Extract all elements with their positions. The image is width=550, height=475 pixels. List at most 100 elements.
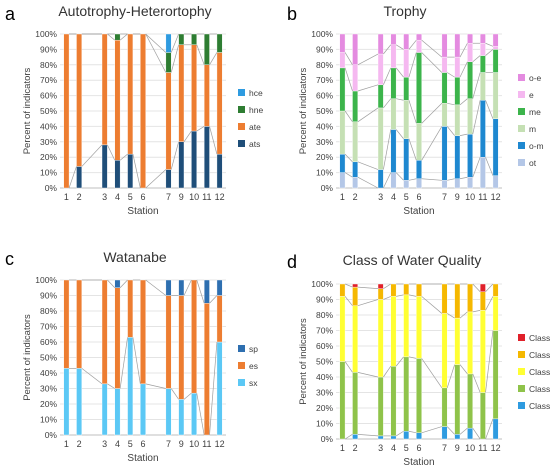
- series-connector: [132, 337, 141, 384]
- bar-segment: [492, 72, 499, 119]
- bar-segment: [479, 43, 486, 56]
- series-connector: [170, 33, 179, 53]
- bar-segment: [467, 311, 473, 375]
- series-connector: [485, 283, 494, 292]
- chart-panel-a: a Autotrophy-Heterortophy 0% 10% 20% 30% 40% 50…: [5, 3, 263, 217]
- bar-segment: [101, 144, 108, 189]
- bar-segment: [165, 169, 172, 189]
- bar-segment: [479, 392, 486, 440]
- legend-label: sx: [249, 378, 258, 388]
- bar-segment: [416, 39, 422, 53]
- x-tick-label: 7: [442, 192, 447, 202]
- y-tick-label: 10%: [40, 168, 57, 178]
- bar-segment: [76, 279, 83, 369]
- legend-swatch: [238, 106, 245, 113]
- legend-label: o-e: [529, 73, 542, 83]
- series-connector: [472, 55, 481, 62]
- series-connector: [132, 154, 141, 189]
- x-tick-label: 11: [478, 443, 487, 453]
- series-connector: [446, 126, 455, 136]
- bar-segment: [390, 33, 397, 45]
- bar-segment: [403, 356, 410, 432]
- bar-segment: [467, 33, 473, 44]
- series-connector: [472, 283, 481, 292]
- series-connector: [421, 52, 443, 73]
- y-tick-label: 80%: [40, 60, 57, 70]
- bar-segment: [416, 160, 422, 179]
- series-connector: [421, 296, 443, 314]
- bar-segment: [403, 294, 410, 358]
- bar-segment: [377, 283, 384, 289]
- bar-segment: [479, 55, 486, 73]
- series-connector: [459, 311, 468, 319]
- bar-segment: [191, 279, 197, 394]
- bar-segment: [114, 287, 121, 389]
- bar-segment: [377, 107, 384, 170]
- x-tick-label: 10: [465, 192, 475, 202]
- y-tick-label: 0%: [321, 434, 334, 444]
- series-connector: [119, 279, 128, 288]
- bar-segment: [390, 67, 397, 99]
- bar-segment: [114, 33, 121, 41]
- x-tick-label: 1: [64, 192, 69, 202]
- bar-segment: [114, 279, 121, 288]
- y-tick-label: 90%: [316, 44, 333, 54]
- bar-segment: [441, 283, 448, 314]
- x-tick-label: 1: [340, 443, 345, 453]
- bar-segment: [467, 283, 473, 313]
- bar-segment: [390, 365, 397, 437]
- legend-swatch: [518, 402, 525, 409]
- bar-segment: [403, 33, 410, 50]
- legend-swatch: [238, 89, 245, 96]
- bar-segment: [403, 138, 410, 181]
- bar-segment: [140, 279, 146, 385]
- x-axis-label: Station: [403, 457, 434, 468]
- series-connector: [383, 365, 392, 378]
- bar-segment: [339, 110, 346, 155]
- bar-segment: [467, 43, 473, 62]
- bar-segment: [416, 123, 422, 161]
- legend-swatch: [518, 142, 525, 149]
- bar-segment: [127, 153, 134, 189]
- series-connector: [421, 39, 443, 58]
- series-connector: [408, 178, 417, 181]
- bar-segment: [454, 283, 461, 319]
- series-connector: [145, 33, 167, 73]
- series-connector: [485, 49, 494, 56]
- series-connector: [446, 364, 455, 388]
- y-tick-label: 70%: [40, 75, 57, 85]
- series-connector: [472, 72, 481, 99]
- y-tick-label: 20%: [316, 403, 333, 413]
- legend-swatch: [518, 108, 525, 115]
- legend-swatch: [518, 368, 525, 375]
- legend-swatch: [518, 91, 525, 98]
- bar-segment: [339, 153, 346, 173]
- series-connector: [459, 176, 468, 180]
- x-tick-label: 3: [102, 439, 107, 449]
- x-tick-label: 1: [64, 439, 69, 449]
- bar-segment: [191, 392, 197, 436]
- y-tick-label: 50%: [316, 106, 333, 116]
- bar-segment: [377, 53, 384, 86]
- series-connector: [170, 388, 179, 400]
- bar-segment: [377, 288, 384, 300]
- series-connector: [421, 126, 443, 161]
- series-connector: [196, 126, 205, 132]
- bar-segment: [416, 178, 422, 189]
- y-tick-label: 40%: [316, 121, 333, 131]
- bar-segment: [101, 383, 108, 436]
- x-tick-label: 2: [353, 443, 358, 453]
- y-axis-label: Percent of indicators: [22, 314, 33, 401]
- bar-segment: [467, 98, 473, 135]
- bar-segment: [165, 388, 172, 436]
- bar-segment: [377, 435, 384, 440]
- series-connector: [383, 283, 391, 289]
- y-tick-label: 10%: [316, 419, 333, 429]
- bar-segment: [416, 432, 422, 440]
- series-connector: [395, 44, 404, 50]
- legend-label: ate: [249, 122, 261, 132]
- x-tick-label: 10: [189, 439, 199, 449]
- x-tick-label: 6: [140, 439, 145, 449]
- legend-label: me: [529, 107, 541, 117]
- y-tick-label: 30%: [316, 388, 333, 398]
